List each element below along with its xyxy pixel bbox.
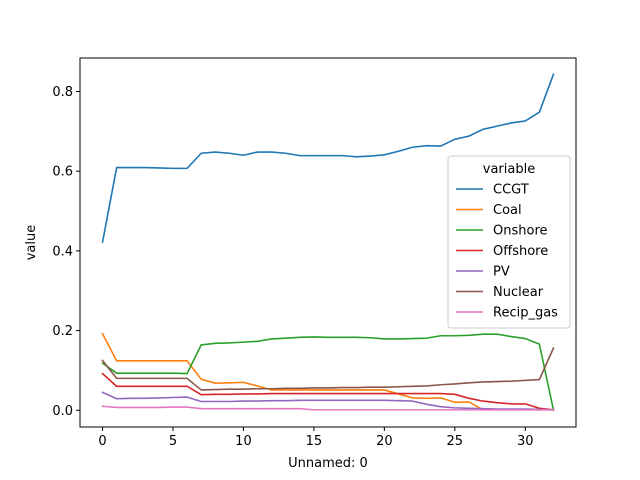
- series-line-offshore: [101, 372, 555, 411]
- series-line-coal: [101, 332, 555, 411]
- legend-entry: Recip_gas: [493, 306, 558, 321]
- legend-entry: PV: [493, 265, 510, 280]
- y-tick-label: 0.0: [52, 404, 73, 419]
- legend-entry: CCGT: [493, 183, 529, 198]
- series-line-onshore: [101, 333, 555, 411]
- x-tick-label: 0: [98, 434, 106, 449]
- legend-entry: Onshore: [493, 224, 548, 239]
- y-tick-label: 0.2: [52, 324, 73, 339]
- legend-entry: Nuclear: [493, 285, 544, 300]
- legend-title: variable: [483, 162, 535, 177]
- series-line-pv: [101, 391, 555, 411]
- x-tick-label: 5: [169, 434, 177, 449]
- x-tick-label: 15: [306, 434, 323, 449]
- x-axis: 0 5 10 15 20 25 30: [98, 427, 534, 449]
- series-layer: [101, 73, 555, 411]
- legend-entry: Offshore: [493, 244, 548, 259]
- x-tick-label: 20: [376, 434, 393, 449]
- plot-frame: [79, 57, 577, 428]
- x-tick-label: 10: [235, 434, 252, 449]
- y-axis-label: value: [24, 225, 39, 261]
- y-tick-label: 0.6: [52, 165, 73, 180]
- series-line-nuclear: [101, 347, 555, 391]
- y-tick-label: 0.8: [52, 85, 73, 100]
- legend: variable CCGT Coal Onshore Offshore PV Nuclea…: [447, 155, 571, 329]
- y-axis: 0.0 0.2 0.4 0.6 0.8: [52, 85, 80, 419]
- series-line-recip-gas: [101, 405, 555, 411]
- series-line-ccgt: [101, 73, 555, 244]
- x-tick-label: 30: [517, 434, 534, 449]
- x-tick-label: 25: [447, 434, 464, 449]
- legend-box: [447, 155, 571, 329]
- x-axis-label: Unnamed: 0: [288, 456, 368, 471]
- legend-entry: Coal: [493, 203, 522, 218]
- y-tick-label: 0.4: [52, 244, 73, 259]
